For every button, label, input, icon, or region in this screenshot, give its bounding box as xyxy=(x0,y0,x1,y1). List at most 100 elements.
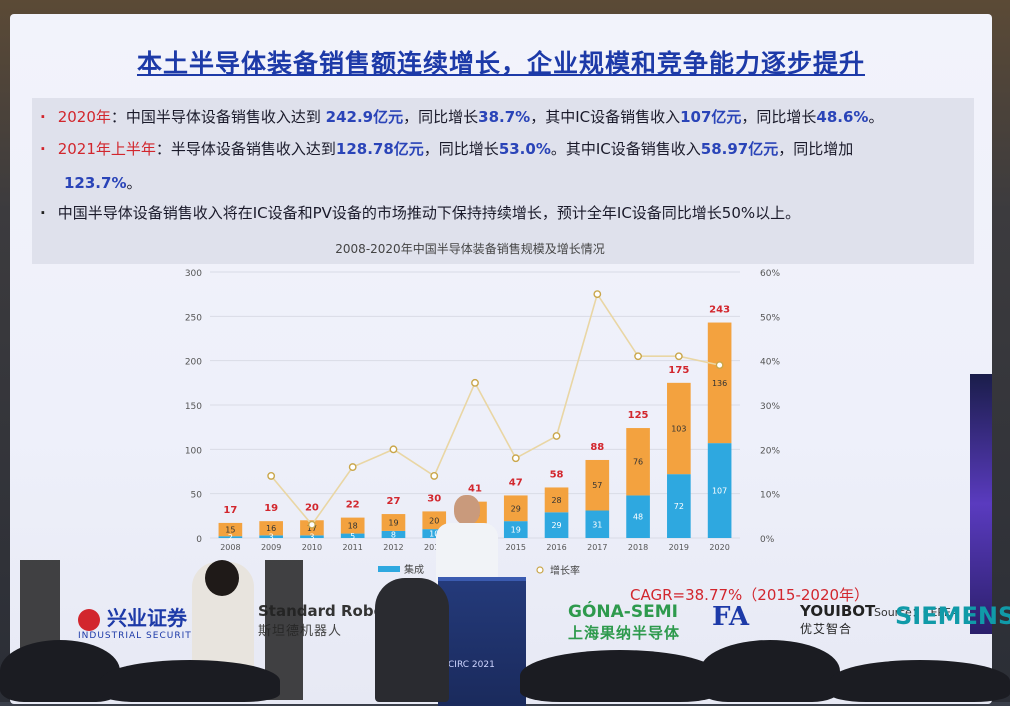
audience-row xyxy=(700,640,840,702)
x-tick-label: 2011 xyxy=(343,543,363,552)
x-tick-label: 2019 xyxy=(669,543,689,552)
growth-point xyxy=(552,432,561,440)
legend-label: 集成 xyxy=(404,563,424,576)
bar-other-label: 15 xyxy=(225,526,235,535)
total-label: 17 xyxy=(223,505,237,516)
growth-point xyxy=(634,352,642,361)
y2-tick-label: 30% xyxy=(760,402,780,412)
bar-other-label: 20 xyxy=(429,516,439,525)
bar-ic xyxy=(503,521,528,538)
bar-ic xyxy=(340,533,365,538)
total-label: 175 xyxy=(668,365,689,376)
bullet-2021h1-cont: 123.7%。 xyxy=(64,174,142,192)
bar-ic-label: 48 xyxy=(633,513,643,522)
bar-other-label: 29 xyxy=(511,504,521,513)
bar-ic xyxy=(544,512,569,538)
bar-ic xyxy=(626,495,650,538)
logo-gona-semi: GÓNA-SEMI 上海果纳半导体 xyxy=(568,602,681,642)
bar-ic-label: 8 xyxy=(391,530,396,539)
x-tick-label: 2017 xyxy=(587,543,607,552)
growth-point xyxy=(430,472,439,480)
bar-ic xyxy=(300,535,324,538)
growth-line xyxy=(270,292,720,527)
x-tick-label: 2012 xyxy=(383,543,403,552)
legend-label: 增长率 xyxy=(550,564,580,577)
bar-other-label: 103 xyxy=(671,424,686,433)
bar-other-label: 18 xyxy=(348,522,358,531)
growth-point xyxy=(593,290,602,299)
legend-swatch-growth xyxy=(536,566,544,574)
x-tick-label: 2013 xyxy=(424,543,444,552)
audience-member xyxy=(375,578,449,702)
bar-ic xyxy=(381,530,406,538)
bar-ic xyxy=(585,510,610,538)
logo-youibot: YOUIBOT 优艾智合 xyxy=(800,602,876,636)
bar-other xyxy=(626,428,650,496)
x-tick-label: 2020 xyxy=(709,543,729,552)
bullet-dot: · xyxy=(40,140,46,158)
bullet-dot: · xyxy=(40,108,46,126)
logo-xingye: 兴业证券 INDUSTRIAL SECURITIES xyxy=(78,606,209,641)
bar-ic-label: 3 xyxy=(269,533,274,542)
y-tick-label: 0 xyxy=(196,535,202,545)
growth-point xyxy=(471,378,479,387)
bar-other xyxy=(707,322,732,444)
y-tick-label: 50 xyxy=(191,491,203,501)
projection-screen: 本土半导体装备销售额连续增长，企业规模和竞争能力逐步提升 · 2020年：中国半导… xyxy=(10,14,992,704)
bar-other-label: 28 xyxy=(551,496,561,505)
bullet-2020: · 2020年：中国半导体设备销售收入达到 242.9亿元，同比增长38.7%，其… xyxy=(40,108,884,126)
source-note: Source：CEPEA xyxy=(874,606,959,619)
slide-title: 本土半导体装备销售额连续增长，企业规模和竞争能力逐步提升 xyxy=(136,49,865,78)
bar-ic-label: 10 xyxy=(429,530,439,539)
growth-point xyxy=(674,352,683,361)
bar-ic-label: 3 xyxy=(309,533,314,542)
growth-point xyxy=(511,454,520,463)
bar-other-label: 76 xyxy=(633,458,643,467)
bar-ic xyxy=(259,535,283,538)
total-label: 58 xyxy=(550,469,564,480)
growth-point xyxy=(308,520,316,529)
audience-head xyxy=(205,560,239,596)
bar-other xyxy=(422,511,447,530)
bar-other-label: 16 xyxy=(266,524,276,533)
y2-tick-label: 10% xyxy=(760,491,780,501)
total-label: 27 xyxy=(387,496,401,507)
total-label: 243 xyxy=(709,305,730,316)
y-tick-label: 100 xyxy=(185,446,202,456)
total-label: 41 xyxy=(468,484,482,495)
bar-other-label: 136 xyxy=(712,379,727,388)
audience-row xyxy=(830,660,1010,702)
x-tick-label: 2009 xyxy=(261,543,281,552)
bar-ic-label: 107 xyxy=(712,487,727,496)
growth-point xyxy=(715,361,724,369)
bar-other xyxy=(381,514,406,531)
total-label: 125 xyxy=(628,410,649,421)
growth-point xyxy=(348,463,357,471)
x-tick-label: 2008 xyxy=(220,543,240,552)
audience-row xyxy=(100,660,280,702)
led-wall xyxy=(970,374,992,634)
bar-ic xyxy=(667,474,691,538)
bar-ic-label: 19 xyxy=(511,526,521,535)
y-tick-label: 250 xyxy=(185,313,202,323)
bar-other xyxy=(585,459,610,511)
bar-other xyxy=(259,521,283,536)
bar-other-label: 19 xyxy=(388,518,398,527)
bar-other xyxy=(503,495,528,522)
growth-point xyxy=(267,472,276,480)
bar-ic-label: 29 xyxy=(551,521,561,530)
bar-other xyxy=(340,517,365,534)
bar-ic xyxy=(218,536,243,538)
bar-ic-label: 5 xyxy=(350,532,355,541)
y2-tick-label: 20% xyxy=(760,446,780,456)
podium xyxy=(438,577,526,706)
bullet-dot: · xyxy=(40,204,46,222)
xingye-icon xyxy=(78,608,100,631)
total-label: 19 xyxy=(264,503,278,514)
bar-ic xyxy=(707,443,732,538)
bullet-box xyxy=(32,98,974,264)
total-label: 88 xyxy=(590,442,604,453)
bar-other xyxy=(218,522,243,537)
y-tick-label: 200 xyxy=(185,358,202,368)
logo-siemens: SIEMENS xyxy=(895,602,1010,630)
